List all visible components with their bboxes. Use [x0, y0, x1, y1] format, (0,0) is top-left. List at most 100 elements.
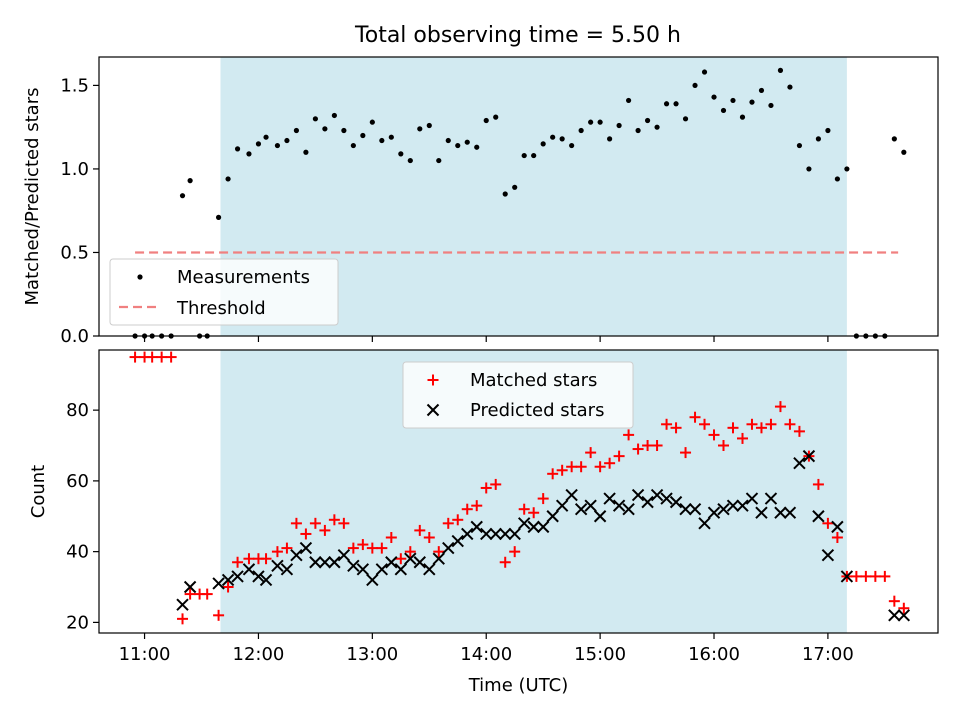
predicted-star-point-b — [774, 506, 787, 519]
predicted-star-point — [897, 609, 911, 622]
predicted-star-point-b — [821, 548, 835, 562]
predicted-star-point-b — [536, 520, 550, 534]
figure-title: Total observing time = 5.50 h — [354, 23, 681, 48]
measurement-point — [187, 178, 193, 184]
measurement-point — [331, 112, 337, 119]
matched-star-point — [347, 542, 359, 554]
predicted-star-point-b — [812, 510, 825, 523]
measurements-series — [132, 67, 907, 339]
predicted-star-point-b — [565, 488, 578, 502]
predicted-star-point-b — [745, 492, 759, 505]
predicted-star-point-b — [366, 573, 379, 587]
measurement-point — [625, 97, 632, 104]
predicted-star-point-b — [888, 609, 901, 622]
measurement-point — [891, 136, 897, 142]
predicted-star-point-b — [356, 563, 370, 576]
matched-star-point — [414, 524, 426, 536]
predicted-star-point-b — [176, 598, 189, 611]
xtick-label: 15:00 — [574, 644, 626, 665]
predicted-star-point-b — [394, 563, 408, 576]
predicted-star-point-b — [840, 570, 854, 583]
predicted-star-point — [423, 563, 436, 576]
matched-star-point — [232, 556, 244, 568]
measurement-point — [569, 142, 575, 149]
measurement-point — [768, 102, 774, 109]
predicted-star-point — [183, 580, 197, 594]
predicted-star-point-b — [574, 502, 588, 516]
predicted-star-point-b — [517, 517, 531, 530]
predicted-star-point-b — [726, 499, 740, 512]
measurement-point — [901, 149, 907, 155]
measurement-point — [388, 134, 394, 140]
predicted-star-point — [356, 563, 370, 576]
predicted-star-point — [812, 510, 825, 523]
predicted-star-point — [707, 506, 721, 519]
predicted-star-point — [480, 527, 493, 541]
matched-star-point — [746, 418, 758, 430]
predicted-star-point-b — [783, 506, 797, 519]
measurement-point — [322, 126, 328, 132]
predicted-star-point — [698, 517, 711, 530]
matched-star-point — [129, 351, 141, 363]
top-ytick-label: 1.5 — [60, 75, 89, 96]
predicted-star-point — [774, 506, 787, 519]
measurement-point — [682, 116, 689, 122]
measurement-point — [274, 142, 281, 149]
predicted-star-point-b — [603, 492, 616, 505]
predicted-star-point-b — [375, 563, 389, 576]
predicted-star-point — [783, 506, 797, 519]
predicted-star-point-b — [612, 499, 626, 512]
bottom-axes-frame — [98, 349, 939, 634]
predicted-star-point — [764, 492, 778, 505]
matched-star-point — [177, 613, 189, 625]
top-y-ticks: 0.0 0.5 1.0 1.5 — [60, 75, 99, 347]
predicted-star-point-b — [347, 559, 360, 572]
matched-star-point — [328, 514, 340, 526]
measurement-point — [350, 142, 356, 149]
measurement-point — [263, 134, 269, 140]
top-ytick-label: 1.0 — [60, 159, 89, 180]
measurement-point — [464, 139, 470, 145]
predicted-star-point-b — [480, 527, 493, 541]
matched-star-point — [670, 422, 682, 434]
predicted-star-point-b — [470, 520, 483, 534]
predicted-star-point-b — [212, 577, 225, 590]
measurement-point — [225, 176, 231, 182]
predicted-star-point-b — [555, 499, 569, 512]
measurement-point — [426, 122, 432, 129]
top-ytick-label: 0.5 — [60, 242, 89, 263]
predicted-star-point — [442, 541, 455, 555]
predicted-star-point — [337, 548, 351, 562]
measurement-point — [644, 117, 651, 124]
predicted-star-point-b — [290, 548, 303, 562]
matched-star-point — [471, 500, 483, 512]
matched-star-point — [869, 570, 881, 582]
xtick-label: 17:00 — [802, 644, 854, 665]
top-ytick-label: 0.0 — [60, 326, 89, 347]
legend-x-marker-b — [426, 403, 440, 417]
predicted-star-point-b — [231, 570, 244, 583]
predicted-star-point-b — [897, 609, 911, 622]
measurement-point — [179, 193, 186, 199]
matched-star-point — [290, 517, 302, 529]
bottom-ytick-label: 40 — [66, 542, 89, 563]
legend-marker-predicted-stars — [426, 403, 440, 417]
bottom-legend: Matched stars Predicted stars — [402, 361, 634, 429]
predicted-star-point — [252, 570, 265, 583]
predicted-star-point-b — [584, 499, 597, 512]
predicted-star-point-b — [736, 499, 749, 512]
predicted-star-point — [290, 548, 303, 562]
predicted-star-point — [271, 559, 284, 572]
predicted-star-point-b — [280, 563, 294, 576]
matched-star-point — [642, 440, 654, 452]
top-axes-frame — [98, 56, 939, 337]
predicted-star-point — [242, 563, 256, 576]
predicted-star-point — [660, 492, 673, 505]
predicted-star-point — [584, 499, 597, 512]
predicted-star-point — [622, 502, 635, 516]
matched-star-point — [566, 461, 578, 473]
matched-star-point — [165, 351, 177, 363]
predicted-star-point — [888, 609, 901, 622]
